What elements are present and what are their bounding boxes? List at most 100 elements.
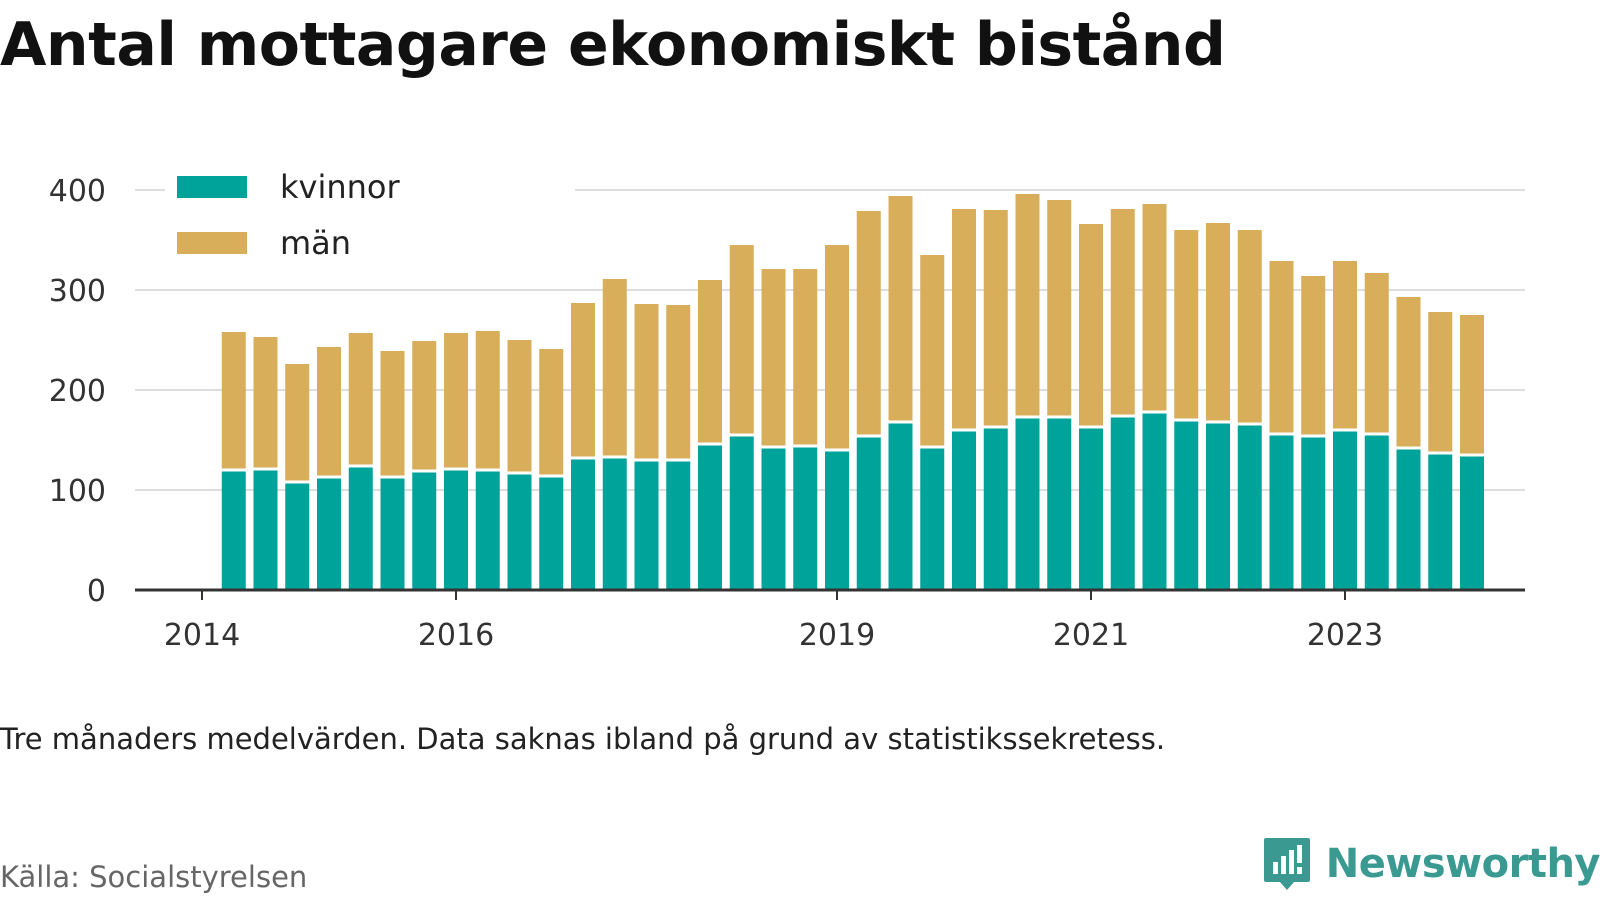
bar-kvinnor bbox=[634, 460, 659, 590]
bar-man bbox=[571, 303, 595, 458]
bar-man bbox=[1174, 230, 1199, 420]
bar-man bbox=[761, 269, 786, 447]
bar-man bbox=[1142, 204, 1167, 412]
bar-man bbox=[729, 245, 754, 435]
bar-kvinnor bbox=[825, 450, 849, 590]
bar-man bbox=[1269, 261, 1294, 434]
bar-kvinnor bbox=[475, 470, 500, 590]
bar-kvinnor bbox=[444, 469, 468, 590]
legend: kvinnor män bbox=[165, 168, 575, 270]
bar-kvinnor bbox=[1237, 424, 1262, 590]
bar-kvinnor bbox=[952, 430, 976, 590]
y-tick-label: 400 bbox=[49, 174, 106, 209]
bar-man bbox=[1460, 315, 1484, 455]
bar-kvinnor bbox=[571, 458, 595, 590]
bar-kvinnor bbox=[602, 457, 627, 590]
bar-kvinnor bbox=[1110, 416, 1135, 590]
bar-man bbox=[666, 305, 691, 460]
chart-title: Antal mottagare ekonomiskt bistånd bbox=[0, 10, 1226, 80]
bar-kvinnor bbox=[1142, 412, 1167, 590]
bar-man bbox=[317, 347, 341, 477]
bar-man bbox=[1015, 194, 1040, 417]
x-tick-label: 2021 bbox=[1053, 618, 1129, 653]
bar-kvinnor bbox=[380, 477, 405, 590]
bar-kvinnor bbox=[1174, 420, 1199, 590]
stacked-bar-chart: 0 100 200 300 400 2014 2016 2019 2021 2023 kvinno… bbox=[49, 168, 1525, 653]
bar-man bbox=[825, 245, 849, 450]
bar-man bbox=[507, 340, 532, 473]
bar-kvinnor bbox=[1206, 422, 1230, 590]
legend-swatch bbox=[177, 232, 247, 254]
legend-label: män bbox=[280, 224, 351, 262]
bar-kvinnor bbox=[348, 466, 373, 590]
axes: 0 100 200 300 400 2014 2016 2019 2021 2023 bbox=[49, 174, 1525, 653]
bar-kvinnor bbox=[698, 444, 722, 590]
legend-label: kvinnor bbox=[280, 168, 401, 206]
bar-kvinnor bbox=[1396, 448, 1421, 590]
bar-kvinnor bbox=[412, 471, 437, 590]
legend-swatch bbox=[177, 176, 247, 198]
bar-man bbox=[920, 255, 945, 447]
bar-kvinnor bbox=[1301, 436, 1326, 590]
x-tick-label: 2014 bbox=[164, 618, 240, 653]
bar-man bbox=[602, 279, 627, 457]
source-text: Källa: Socialstyrelsen bbox=[0, 860, 308, 894]
bar-kvinnor bbox=[920, 447, 945, 590]
bar-man bbox=[983, 210, 1008, 427]
bar-man bbox=[698, 280, 722, 444]
bar-man bbox=[1110, 209, 1135, 416]
y-tick-label: 0 bbox=[87, 574, 106, 609]
bar-man bbox=[1047, 200, 1072, 417]
bar-man bbox=[444, 333, 468, 469]
bar-man bbox=[888, 196, 913, 422]
bar-kvinnor bbox=[285, 482, 310, 590]
bar-man bbox=[475, 331, 500, 470]
bar-man bbox=[1206, 223, 1230, 422]
x-tick-label: 2019 bbox=[799, 618, 875, 653]
bar-man bbox=[253, 337, 278, 469]
bar-kvinnor bbox=[1047, 417, 1072, 590]
y-tick-label: 100 bbox=[49, 474, 106, 509]
bar-man bbox=[1079, 224, 1103, 427]
bar-kvinnor bbox=[666, 460, 691, 590]
bar-man bbox=[221, 332, 246, 470]
bar-kvinnor bbox=[539, 476, 564, 590]
brand-logo: Newsworthy bbox=[1262, 836, 1600, 892]
bar-kvinnor bbox=[1460, 455, 1484, 590]
bar-man bbox=[348, 333, 373, 466]
bar-man bbox=[380, 351, 405, 477]
bar-man bbox=[1301, 276, 1326, 436]
y-tick-label: 200 bbox=[49, 374, 106, 409]
bar-man bbox=[285, 364, 310, 482]
chart-note: Tre månaders medelvärden. Data saknas ib… bbox=[0, 722, 1166, 756]
chart-bubble-icon bbox=[1263, 838, 1310, 890]
bar-kvinnor bbox=[761, 447, 786, 590]
bar-kvinnor bbox=[1333, 430, 1357, 590]
y-tick-label: 300 bbox=[49, 274, 106, 309]
bar-kvinnor bbox=[1015, 417, 1040, 590]
bar-kvinnor bbox=[888, 422, 913, 590]
bar-man bbox=[952, 209, 976, 430]
bar-kvinnor bbox=[1269, 434, 1294, 590]
bar-kvinnor bbox=[856, 436, 881, 590]
bar-kvinnor bbox=[983, 427, 1008, 590]
bar-man bbox=[634, 304, 659, 460]
bar-man bbox=[1428, 312, 1453, 453]
bar-kvinnor bbox=[1079, 427, 1103, 590]
bar-man bbox=[1333, 261, 1357, 430]
bar-kvinnor bbox=[317, 477, 341, 590]
bar-kvinnor bbox=[1364, 434, 1389, 590]
bar-kvinnor bbox=[253, 469, 278, 590]
x-tick-label: 2016 bbox=[418, 618, 494, 653]
bar-man bbox=[412, 341, 437, 471]
bar-man bbox=[1396, 297, 1421, 448]
bars bbox=[220, 194, 1485, 590]
bar-kvinnor bbox=[221, 470, 246, 590]
bar-man bbox=[1237, 230, 1262, 424]
bar-man bbox=[1364, 273, 1389, 434]
bar-kvinnor bbox=[1428, 453, 1453, 590]
brand-name: Newsworthy bbox=[1325, 841, 1600, 887]
bar-man bbox=[856, 211, 881, 436]
bar-man bbox=[793, 269, 818, 446]
bar-kvinnor bbox=[507, 473, 532, 590]
